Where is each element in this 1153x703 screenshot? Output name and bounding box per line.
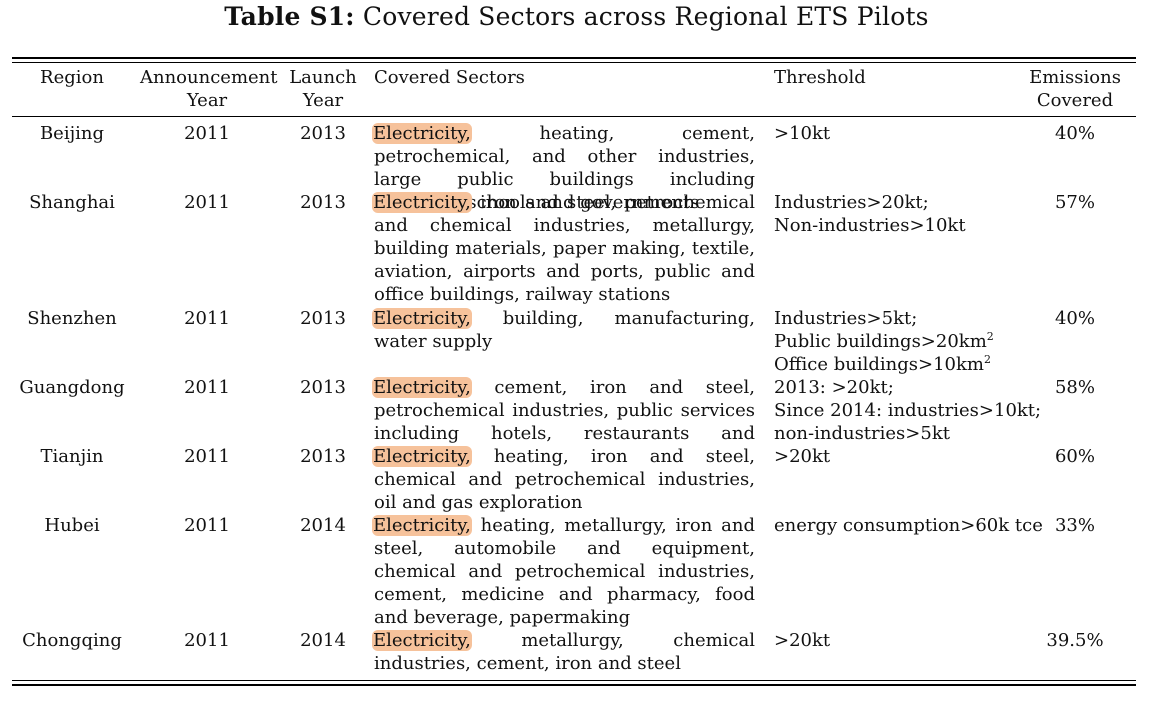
threshold-line: Since 2014: industries>10kt; [774, 400, 1042, 421]
table-row-threshold: >20kt [774, 445, 1034, 468]
table-row-launch: 2014 [300, 515, 346, 536]
table-row-launch: 2013 [300, 192, 346, 213]
threshold-line: >10kt [774, 123, 831, 144]
table-row-launch: 2014 [300, 630, 346, 651]
table-row-announce: 2011 [184, 446, 230, 467]
table-row-region: Beijing [39, 123, 105, 144]
sectors-text: metallurgy, chemical industries, cement,… [374, 630, 755, 674]
threshold-line-with-sup: Office buildings>10km2 [774, 353, 1034, 376]
table-row-announce: 2011 [184, 308, 230, 329]
threshold-line: >20kt [774, 446, 831, 467]
header-emissions-line2: Covered [1036, 90, 1114, 111]
header-announcement-year: Announcement Year [140, 66, 278, 112]
header-threshold: Threshold [774, 67, 866, 88]
caption-label: Table S1: [224, 2, 355, 31]
header-covered-sectors: Covered Sectors [374, 67, 525, 88]
header-launch-line2: Year [302, 90, 344, 111]
bottom-rule [12, 684, 1136, 686]
electricity-highlight: Electricity, [372, 308, 472, 329]
table-row-emissions: 39.5% [1046, 630, 1104, 651]
table-row-threshold: energy consumption>60k tce [774, 514, 1043, 537]
ets-table: Region Announcement Year Launch Year Cov… [12, 0, 1136, 703]
table-row-sectors: Electricity, iron and steel, petrochemic… [372, 191, 755, 306]
table-row-sectors: Electricity, metallurgy, chemical indust… [372, 629, 755, 675]
sectors-text: heating, iron and steel, chemical and pe… [374, 446, 755, 513]
table-row-launch: 2013 [300, 377, 346, 398]
threshold-line: Non-industries>10kt [774, 215, 966, 236]
table-row-emissions: 60% [1054, 446, 1095, 467]
table-row-emissions: 40% [1054, 123, 1095, 144]
header-emissions-covered: Emissions Covered [1022, 66, 1128, 112]
table-row-region: Shanghai [29, 192, 115, 213]
sectors-text: heating, metallurgy, iron and steel, aut… [374, 515, 755, 628]
header-emissions-line1: Emissions [1029, 67, 1121, 88]
table-row-emissions: 40% [1054, 308, 1095, 329]
table-row-threshold: Industries>20kt; Non-industries>10kt [774, 191, 1034, 237]
superscript: 2 [983, 353, 991, 366]
table-row-announce: 2011 [184, 192, 230, 213]
table-row-emissions: 57% [1054, 192, 1095, 213]
table-row-launch: 2013 [300, 123, 346, 144]
threshold-line: non-industries>5kt [774, 423, 950, 444]
header-launch-year: Launch Year [288, 66, 358, 112]
table-row-region: Hubei [44, 515, 100, 536]
table-row-announce: 2011 [184, 123, 230, 144]
sectors-text: building, manufacturing, water supply [374, 308, 755, 352]
header-announce-line1: Announcement [140, 67, 278, 88]
superscript: 2 [986, 330, 994, 343]
header-announce-line2: Year [186, 90, 228, 111]
electricity-highlight: Electricity, [372, 192, 472, 213]
table-row-launch: 2013 [300, 308, 346, 329]
table-row-sectors: Electricity, heating, metallurgy, iron a… [372, 514, 755, 629]
threshold-text: Public buildings>20km [774, 331, 987, 352]
table-row-region: Shenzhen [27, 308, 117, 329]
table-row-threshold: >10kt [774, 122, 1034, 145]
table-row-region: Tianjin [40, 446, 104, 467]
bottom-rule-thin [12, 680, 1136, 681]
electricity-highlight: Electricity, [372, 630, 472, 651]
table-row-sectors: Electricity, heating, iron and steel, ch… [372, 445, 755, 514]
header-launch-line1: Launch [289, 67, 357, 88]
table-row-launch: 2013 [300, 446, 346, 467]
table-row-announce: 2011 [184, 515, 230, 536]
electricity-highlight: Electricity, [372, 377, 472, 398]
table-caption: Table S1: Covered Sectors across Regiona… [0, 0, 1153, 33]
header-region: Region [40, 67, 104, 88]
threshold-line: >20kt [774, 630, 831, 651]
table-row-announce: 2011 [184, 377, 230, 398]
table-row-region: Guangdong [19, 377, 125, 398]
table-row-threshold: >20kt [774, 629, 1034, 652]
top-rule-thin [12, 62, 1136, 63]
table-row-emissions: 33% [1054, 515, 1095, 536]
table-row-threshold: 2013: >20kt; Since 2014: industries>10kt… [774, 376, 1042, 445]
sectors-text: iron and steel, petrochemical and chemic… [374, 192, 755, 305]
threshold-text: Office buildings>10km [774, 354, 984, 375]
threshold-line: Industries>5kt; [774, 308, 918, 329]
electricity-highlight: Electricity, [372, 446, 472, 467]
table-row-emissions: 58% [1054, 377, 1095, 398]
electricity-highlight: Electricity, [372, 515, 472, 536]
top-rule [12, 57, 1136, 59]
table-row-announce: 2011 [184, 630, 230, 651]
caption-title: Covered Sectors across Regional ETS Pilo… [362, 2, 929, 31]
header-rule [12, 116, 1136, 117]
table-row-region: Chongqing [22, 630, 122, 651]
threshold-line: Industries>20kt; [774, 192, 929, 213]
threshold-line: 2013: >20kt; [774, 377, 894, 398]
threshold-line-with-sup: Public buildings>20km2 [774, 330, 1034, 353]
electricity-highlight: Electricity, [372, 123, 472, 144]
table-row-sectors: Electricity, building, manufacturing, wa… [372, 307, 755, 353]
threshold-line: energy consumption>60k tce [774, 515, 1043, 536]
table-row-threshold: Industries>5kt; Public buildings>20km2 O… [774, 307, 1034, 376]
